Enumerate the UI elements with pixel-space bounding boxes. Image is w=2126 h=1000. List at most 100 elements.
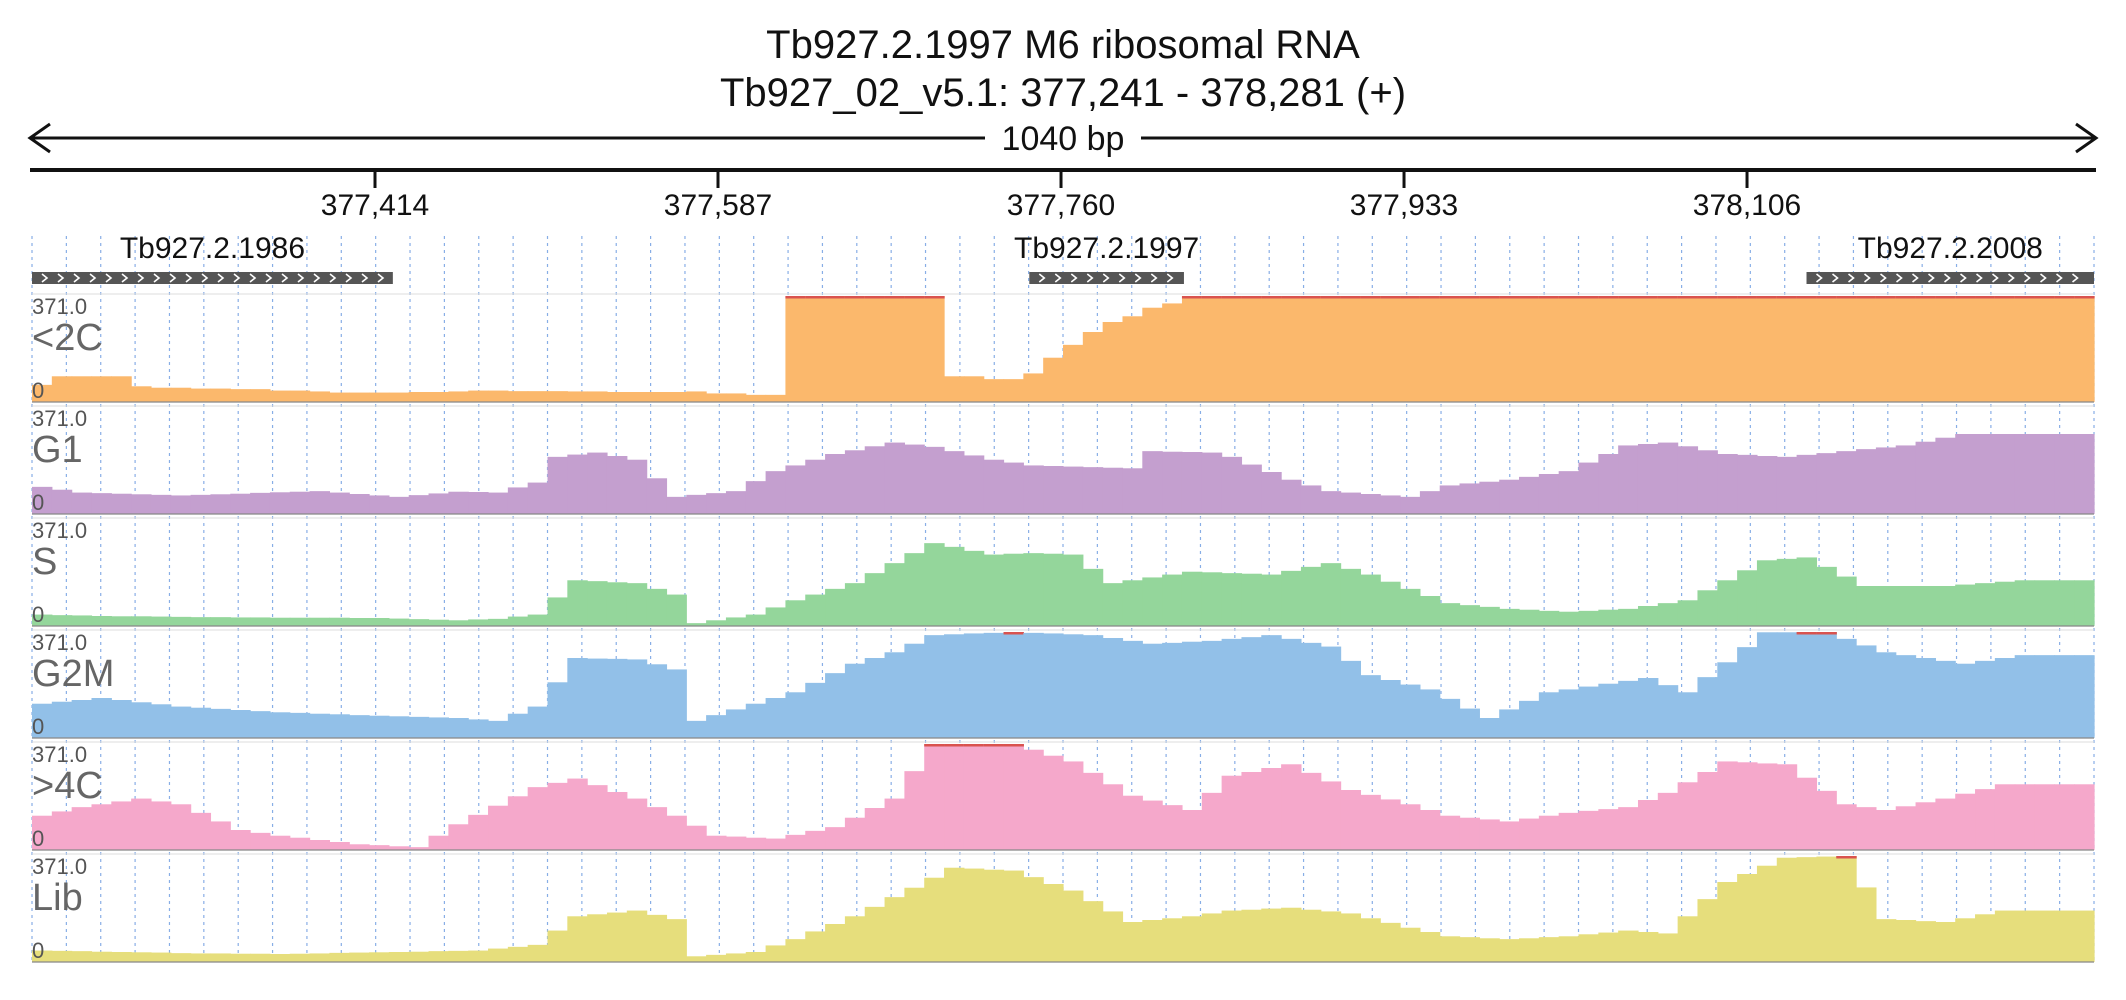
clip-marker xyxy=(1439,296,1461,299)
coverage-bar xyxy=(1340,492,1362,514)
coverage-bar xyxy=(606,792,628,850)
coverage-bar xyxy=(884,897,905,962)
coverage-bar xyxy=(1300,566,1322,626)
coverage-bar xyxy=(250,617,271,626)
track-4C: 371.0 0 >4C xyxy=(32,741,2095,851)
coverage-bar xyxy=(646,914,668,962)
coverage-bar xyxy=(1320,781,1342,850)
coverage-bar xyxy=(230,493,251,514)
clip-marker xyxy=(2014,296,2036,299)
coverage-bar xyxy=(1895,806,1917,850)
coverage-bar xyxy=(844,663,866,738)
coverage-bar xyxy=(864,808,886,850)
coverage-bar xyxy=(131,952,152,962)
coverage-bar xyxy=(51,615,73,626)
coverage-bar xyxy=(1360,794,1381,850)
ruler-tick-label: 377,760 xyxy=(1007,189,1115,222)
coverage-bar xyxy=(32,486,53,514)
clip-marker xyxy=(1657,296,1679,299)
strand-arrow-icon xyxy=(1832,273,1839,283)
coverage-bar xyxy=(1578,934,1599,962)
coverage-bar xyxy=(745,614,767,626)
coverage-bar xyxy=(1856,807,1877,850)
strand-arrow-icon xyxy=(2040,273,2047,283)
coverage-bar xyxy=(1340,790,1362,850)
coverage-bar xyxy=(1717,296,1738,402)
coverage-bar xyxy=(1796,857,1818,962)
coverage-bar xyxy=(2014,784,2036,850)
strand-arrow-icon xyxy=(169,273,177,283)
coverage-bar xyxy=(1776,558,1798,626)
coverage-bar xyxy=(71,700,93,738)
coverage-bar xyxy=(983,869,1005,962)
coverage-bar xyxy=(904,643,925,738)
coverage-bar xyxy=(1816,566,1837,626)
coverage-bar xyxy=(805,594,826,626)
coverage-bar xyxy=(1519,609,1540,626)
coverage-bar xyxy=(884,442,905,514)
coverage-bar xyxy=(1419,596,1441,626)
coverage-bar xyxy=(1697,590,1718,626)
coverage-bar xyxy=(289,617,311,626)
coverage-bar xyxy=(1856,296,1877,402)
coverage-bar xyxy=(1558,936,1580,962)
coverage-bar xyxy=(1300,296,1322,402)
coverage-bar xyxy=(1836,296,1857,402)
coverage-bar xyxy=(983,459,1005,514)
coverage-bar xyxy=(91,951,112,962)
coverage-bar xyxy=(1598,809,1619,850)
coverage-bar xyxy=(844,583,866,626)
strand-arrow-icon xyxy=(1848,273,1855,283)
coverage-bar xyxy=(1380,495,1401,514)
coverage-bar xyxy=(1538,610,1560,626)
clip-marker xyxy=(1776,296,1798,299)
coverage-bar xyxy=(1082,568,1104,626)
clip-marker xyxy=(1875,296,1897,299)
coverage-bar xyxy=(230,953,251,962)
coverage-bar xyxy=(765,607,787,626)
coverage-bar xyxy=(1201,452,1223,514)
track-name-label: Lib xyxy=(32,877,83,919)
strand-arrow-icon xyxy=(1976,273,1983,283)
coverage-bar xyxy=(269,617,291,626)
coverage-bar xyxy=(1261,908,1282,962)
coverage-bar xyxy=(924,877,945,962)
coverage-bar xyxy=(983,632,1005,738)
coverage-bar xyxy=(349,952,370,962)
coverage-bar xyxy=(1221,456,1243,514)
coverage-bar xyxy=(1598,296,1619,402)
clip-marker xyxy=(1261,296,1282,299)
coverage-bar xyxy=(448,950,469,962)
coverage-bar xyxy=(1122,922,1143,962)
coverage-bar xyxy=(1776,632,1798,738)
coverage-bar xyxy=(725,393,747,402)
coverage-bar xyxy=(1519,818,1540,850)
coverage-bar xyxy=(428,951,449,962)
coverage-bar xyxy=(1459,483,1480,514)
coverage-bar xyxy=(864,906,886,962)
coverage-bar xyxy=(32,703,53,738)
coverage-bar xyxy=(2034,296,2055,402)
coverage-bar xyxy=(2054,580,2075,626)
coverage-bar xyxy=(1241,573,1262,626)
coverage-bar xyxy=(1499,821,1520,850)
coverage-bar xyxy=(32,950,53,962)
coverage-bar xyxy=(111,952,132,962)
coverage-bar xyxy=(1836,638,1857,738)
coverage-bar xyxy=(1221,910,1243,962)
coverage-bar xyxy=(2014,910,2036,962)
coverage-bar xyxy=(666,496,687,514)
coverage-bar xyxy=(468,950,489,962)
coverage-bar xyxy=(1360,918,1381,962)
coverage-bar xyxy=(51,489,73,514)
coverage-bar xyxy=(527,614,549,626)
coverage-bar xyxy=(1142,307,1163,402)
coverage-bar xyxy=(1994,784,2016,850)
clip-marker xyxy=(1459,296,1480,299)
coverage-bar xyxy=(170,495,192,514)
clip-marker xyxy=(1300,296,1322,299)
y-max-label: 371.0 xyxy=(32,630,87,655)
coverage-bar xyxy=(924,296,945,402)
coverage-bar xyxy=(309,840,331,850)
coverage-bar xyxy=(1875,586,1897,626)
